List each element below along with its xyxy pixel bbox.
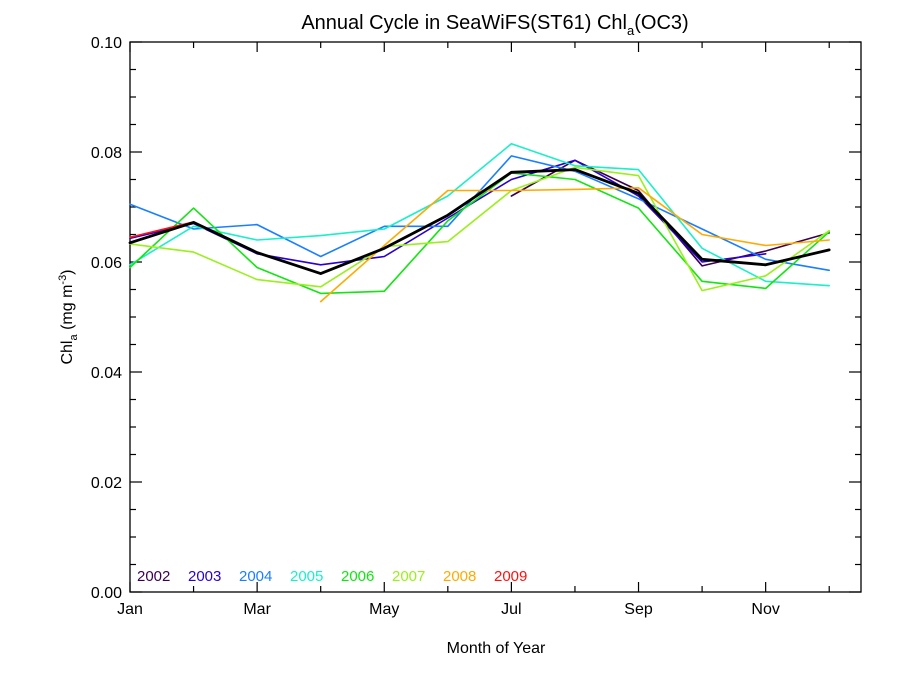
- x-tick-label: Sep: [624, 601, 653, 618]
- y-tick-label: 0.08: [91, 145, 122, 162]
- y-axis-label-subscript: a: [68, 334, 80, 341]
- legend-entry-2007: 2007: [392, 568, 425, 585]
- x-axis-label: Month of Year: [447, 640, 546, 657]
- y-tick-label: 0.02: [91, 475, 122, 492]
- series-line-2003: [129, 159, 767, 266]
- legend-entry-2004: 2004: [239, 568, 272, 585]
- series-line-2005: [129, 143, 831, 287]
- series-line-2008: [319, 187, 831, 303]
- y-axis-ticks: 0.00 0.02 0.04 0.06 0.08 0.10: [91, 35, 861, 602]
- chart-title-suffix: (OC3): [634, 12, 688, 34]
- chart-title-subscript: a: [627, 23, 635, 38]
- x-axis-ticks: Jan Mar May Jul Sep Nov: [117, 42, 830, 618]
- y-axis-label: Chla (mg m-3): [57, 269, 80, 364]
- legend-entry-2009: 2009: [494, 568, 527, 585]
- y-tick-label: 0.00: [91, 585, 122, 602]
- legend-entry-2003: 2003: [188, 568, 221, 585]
- x-tick-label: Jul: [501, 601, 521, 618]
- y-axis-label-superscript: -3: [57, 275, 69, 285]
- legend-entry-2005: 2005: [290, 568, 323, 585]
- series-line-2007: [129, 166, 831, 292]
- y-tick-label: 0.06: [91, 255, 122, 272]
- y-tick-label: 0.04: [91, 365, 122, 382]
- legend-entry-2002: 2002: [137, 568, 170, 585]
- x-tick-label: May: [369, 601, 399, 618]
- chart-title: Annual Cycle in SeaWiFS(ST61) Chla(OC3): [301, 12, 688, 38]
- plot-frame: [129, 41, 862, 593]
- x-tick-label: Mar: [243, 601, 271, 618]
- series-line-mean: [128, 168, 831, 276]
- series-line-2004: [129, 155, 831, 272]
- series-lines: [128, 143, 831, 303]
- series-line-2006: [129, 172, 831, 295]
- legend-entry-2008: 2008: [443, 568, 476, 585]
- x-tick-label: Nov: [751, 601, 779, 618]
- x-tick-label: Jan: [117, 601, 143, 618]
- legend: 2002 2003 2004 2005 2006 2007 2008 2009: [137, 568, 527, 585]
- y-axis-label-middle: (mg m: [59, 285, 76, 335]
- y-tick-label: 0.10: [91, 35, 122, 52]
- legend-entry-2006: 2006: [341, 568, 374, 585]
- y-axis-label-suffix: ): [59, 269, 76, 274]
